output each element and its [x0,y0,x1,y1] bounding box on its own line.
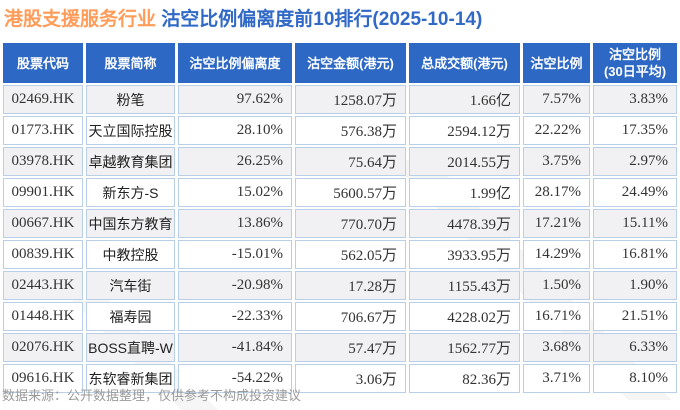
table-row: 01773.HK 天立国际控股 28.10% 576.38万 2594.12万 22.22… [3,116,677,145]
stock-name-cell: 天立国际控股 [86,116,175,145]
turnover-cell: 4228.02万 [409,302,520,331]
short-amount-cell: 57.47万 [295,333,406,362]
short-amount-cell: 17.28万 [295,271,406,300]
table-row: 09901.HK 新东方-S 15.02% 5600.57万 1.99亿 28.17% 24… [3,178,677,207]
turnover-cell: 2014.55万 [409,147,520,176]
stock-code-cell: 09616.HK [3,364,83,393]
table-row: 02443.HK 汽车街 -20.98% 17.28万 1155.43万 1.50% 1.9… [3,271,677,300]
stock-code-cell: 00839.HK [3,240,83,269]
turnover-cell: 1.66亿 [409,85,520,114]
col-header-stock-name: 股票简称 [86,43,175,83]
short-ratio-30d-cell: 3.83% [593,85,677,114]
short-ratio-30d-cell: 24.49% [593,178,677,207]
short-ratio-cell: 3.71% [523,364,590,393]
short-amount-cell: 3.06万 [295,364,406,393]
stock-name-cell: 中教控股 [86,240,175,269]
table-row: 00839.HK 中教控股 -15.01% 562.05万 3933.95万 14.29%… [3,240,677,269]
col-header-turnover: 总成交额(港元) [409,43,520,83]
table-body: 02469.HK 粉笔 97.62% 1258.07万 1.66亿 7.57% 3.83% 0… [3,85,677,393]
short-selling-table: 股票代码 股票简称 沽空比例偏离度 沽空金额(港元) 总成交额(港元) 沽空比例… [0,41,680,395]
short-ratio-cell: 14.29% [523,240,590,269]
short-amount-cell: 562.05万 [295,240,406,269]
short-ratio-cell: 22.22% [523,116,590,145]
deviation-cell: 15.02% [178,178,292,207]
short-ratio-30d-cell: 6.33% [593,333,677,362]
short-ratio-cell: 17.21% [523,209,590,238]
turnover-cell: 3933.95万 [409,240,520,269]
stock-code-cell: 01773.HK [3,116,83,145]
table-row: 03978.HK 卓越教育集团 26.25% 75.64万 2014.55万 3.75% 2… [3,147,677,176]
short-ratio-30d-cell: 21.51% [593,302,677,331]
turnover-cell: 4478.39万 [409,209,520,238]
col-header-short-amount: 沽空金额(港元) [295,43,406,83]
col-header-deviation: 沽空比例偏离度 [178,43,292,83]
title-main-text: 沽空比例偏离度前10排行(2025-10-14) [161,9,483,30]
turnover-cell: 82.36万 [409,364,520,393]
stock-name-cell: BOSS直聘-W [86,333,175,362]
short-ratio-30d-cell: 15.11% [593,209,677,238]
table-header: 股票代码 股票简称 沽空比例偏离度 沽空金额(港元) 总成交额(港元) 沽空比例… [3,43,677,83]
short-amount-cell: 75.64万 [295,147,406,176]
stock-name-cell: 新东方-S [86,178,175,207]
stock-code-cell: 09901.HK [3,178,83,207]
stock-name-cell: 中国东方教育 [86,209,175,238]
deviation-cell: 28.10% [178,116,292,145]
deviation-cell: -15.01% [178,240,292,269]
stock-name-cell: 福寿园 [86,302,175,331]
short-ratio-30d-cell: 1.90% [593,271,677,300]
stock-name-cell: 东软睿新集团 [86,364,175,393]
short-ratio-cell: 3.68% [523,333,590,362]
table-row: 00667.HK 中国东方教育 13.86% 770.70万 4478.39万 17.21… [3,209,677,238]
turnover-cell: 2594.12万 [409,116,520,145]
deviation-cell: 26.25% [178,147,292,176]
stock-name-cell: 汽车街 [86,271,175,300]
deviation-cell: -22.33% [178,302,292,331]
turnover-cell: 1155.43万 [409,271,520,300]
turnover-cell: 1562.77万 [409,333,520,362]
stock-code-cell: 02076.HK [3,333,83,362]
short-ratio-cell: 28.17% [523,178,590,207]
short-amount-cell: 770.70万 [295,209,406,238]
short-ratio-cell: 16.71% [523,302,590,331]
short-amount-cell: 1258.07万 [295,85,406,114]
stock-code-cell: 03978.HK [3,147,83,176]
col-header-stock-code: 股票代码 [3,43,83,83]
deviation-cell: -20.98% [178,271,292,300]
short-ratio-30d-cell: 16.81% [593,240,677,269]
short-ratio-30d-cell: 17.35% [593,116,677,145]
stock-code-cell: 02443.HK [3,271,83,300]
turnover-cell: 1.99亿 [409,178,520,207]
short-amount-cell: 5600.57万 [295,178,406,207]
col-header-short-ratio-30d: 沽空比例 (30日平均) [593,43,677,83]
stock-name-cell: 卓越教育集团 [86,147,175,176]
short-ratio-cell: 1.50% [523,271,590,300]
short-ratio-cell: 3.75% [523,147,590,176]
table-row: 02469.HK 粉笔 97.62% 1258.07万 1.66亿 7.57% 3.83% [3,85,677,114]
header-row: 股票代码 股票简称 沽空比例偏离度 沽空金额(港元) 总成交额(港元) 沽空比例… [3,43,677,83]
page-title: 港股支援服务行业 沽空比例偏离度前10排行(2025-10-14) [0,0,680,33]
short-ratio-30d-cell: 2.97% [593,147,677,176]
short-amount-cell: 576.38万 [295,116,406,145]
stock-code-cell: 01448.HK [3,302,83,331]
stock-code-cell: 02469.HK [3,85,83,114]
deviation-cell: -41.84% [178,333,292,362]
title-industry-tag: 港股支援服务行业 [4,9,157,30]
short-ratio-cell: 7.57% [523,85,590,114]
deviation-cell: -54.22% [178,364,292,393]
deviation-cell: 13.86% [178,209,292,238]
table-row: 01448.HK 福寿园 -22.33% 706.67万 4228.02万 16.71% 2… [3,302,677,331]
table-row: 09616.HK 东软睿新集团 -54.22% 3.06万 82.36万 3.71% 8.1… [3,364,677,393]
short-ratio-30d-cell: 8.10% [593,364,677,393]
data-source-note: 数据来源：公开数据整理，仅供参考不构成投资建议 [2,388,302,403]
stock-name-cell: 粉笔 [86,85,175,114]
stock-code-cell: 00667.HK [3,209,83,238]
deviation-cell: 97.62% [178,85,292,114]
col-header-short-ratio: 沽空比例 [523,43,590,83]
table-row: 02076.HK BOSS直聘-W -41.84% 57.47万 1562.77万 3.6… [3,333,677,362]
short-amount-cell: 706.67万 [295,302,406,331]
